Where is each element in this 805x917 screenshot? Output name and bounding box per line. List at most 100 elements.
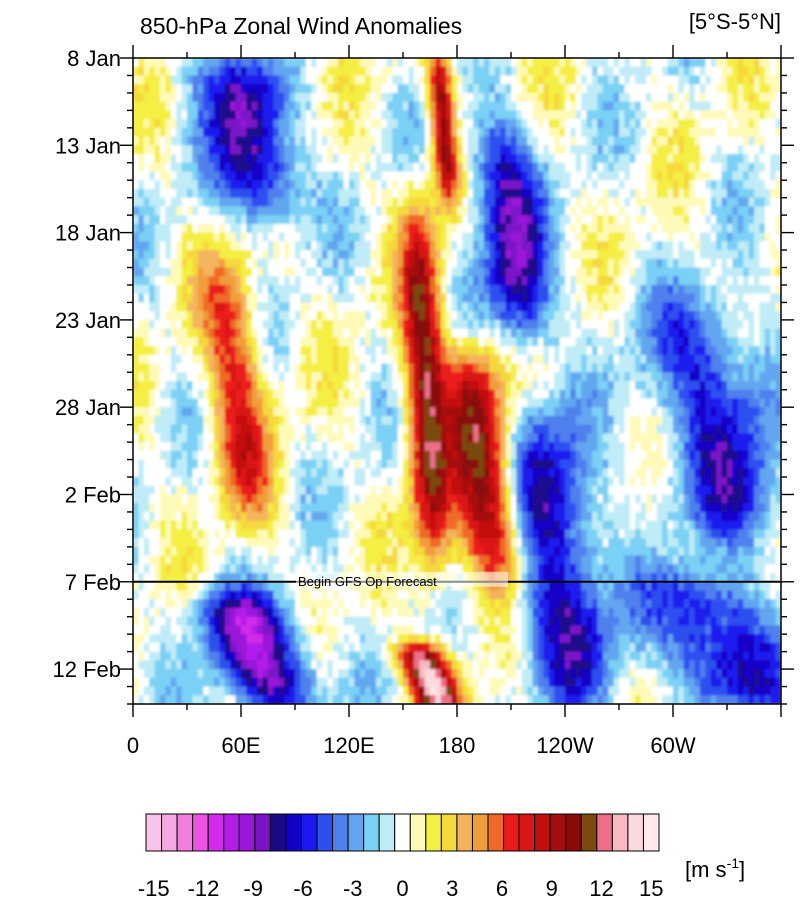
anomaly-cell bbox=[764, 232, 771, 242]
anomaly-cell bbox=[732, 381, 739, 391]
anomaly-cell bbox=[586, 354, 593, 365]
anomaly-cell bbox=[770, 171, 777, 181]
anomaly-cell bbox=[651, 346, 658, 356]
anomaly-cell bbox=[597, 232, 604, 242]
anomaly-cell bbox=[478, 267, 485, 277]
anomaly-cell bbox=[392, 75, 399, 85]
anomaly-cell bbox=[500, 311, 507, 321]
anomaly-cell bbox=[565, 154, 571, 164]
anomaly-cell bbox=[527, 180, 534, 190]
anomaly-cell bbox=[257, 66, 264, 77]
anomaly-cell bbox=[214, 136, 220, 146]
anomaly-cell bbox=[775, 75, 781, 85]
anomaly-cell bbox=[586, 276, 593, 286]
anomaly-cell bbox=[138, 84, 145, 94]
anomaly-cell bbox=[187, 154, 193, 164]
anomaly-cell bbox=[629, 381, 636, 391]
anomaly-cell bbox=[224, 337, 231, 347]
anomaly-cell bbox=[554, 188, 561, 199]
anomaly-cell bbox=[187, 162, 193, 173]
anomaly-cell bbox=[478, 381, 485, 391]
anomaly-cell bbox=[241, 337, 247, 347]
anomaly-cell bbox=[505, 171, 512, 181]
anomaly-cell bbox=[251, 180, 258, 190]
anomaly-cell bbox=[662, 58, 669, 68]
anomaly-cell bbox=[748, 92, 755, 103]
anomaly-cell bbox=[511, 267, 517, 277]
anomaly-cell bbox=[370, 276, 377, 286]
anomaly-cell bbox=[635, 127, 642, 138]
anomaly-cell bbox=[689, 110, 696, 120]
anomaly-cell bbox=[716, 119, 723, 129]
anomaly-cell bbox=[214, 328, 220, 338]
anomaly-cell bbox=[662, 389, 669, 400]
anomaly-cell bbox=[770, 284, 777, 295]
anomaly-cell bbox=[694, 127, 701, 138]
anomaly-cell bbox=[521, 372, 528, 382]
anomaly-cell bbox=[635, 180, 642, 190]
anomaly-cell bbox=[435, 215, 442, 225]
anomaly-cell bbox=[721, 84, 728, 94]
anomaly-cell bbox=[197, 276, 204, 286]
anomaly-cell bbox=[597, 145, 604, 155]
anomaly-cell bbox=[478, 241, 485, 251]
anomaly-cell bbox=[165, 75, 172, 85]
anomaly-cell bbox=[138, 337, 145, 347]
anomaly-cell bbox=[516, 215, 523, 225]
anomaly-cell bbox=[295, 381, 301, 391]
anomaly-cell bbox=[219, 197, 226, 208]
anomaly-cell bbox=[214, 293, 220, 304]
anomaly-cell bbox=[349, 127, 355, 138]
anomaly-cell bbox=[181, 354, 188, 365]
anomaly-cell bbox=[759, 110, 766, 120]
anomaly-cell bbox=[700, 302, 706, 312]
anomaly-cell bbox=[602, 337, 609, 347]
anomaly-cell bbox=[284, 319, 291, 330]
anomaly-cell bbox=[505, 284, 512, 295]
anomaly-cell bbox=[230, 188, 237, 199]
anomaly-cell bbox=[581, 223, 588, 234]
anomaly-cell bbox=[305, 319, 312, 330]
anomaly-cell bbox=[197, 415, 204, 426]
anomaly-cell bbox=[327, 119, 334, 129]
anomaly-cell bbox=[305, 241, 312, 251]
anomaly-cell bbox=[667, 197, 674, 208]
anomaly-cell bbox=[408, 232, 415, 242]
anomaly-cell bbox=[721, 180, 728, 190]
anomaly-cell bbox=[219, 363, 226, 373]
anomaly-cell bbox=[489, 127, 496, 138]
anomaly-cell bbox=[187, 206, 193, 216]
anomaly-cell bbox=[192, 180, 199, 190]
anomaly-cell bbox=[700, 241, 706, 251]
anomaly-cell bbox=[257, 215, 264, 225]
anomaly-cell bbox=[316, 302, 323, 312]
anomaly-cell bbox=[365, 398, 372, 408]
anomaly-cell bbox=[689, 162, 696, 173]
anomaly-cell bbox=[673, 311, 679, 321]
anomaly-cell bbox=[597, 354, 604, 365]
anomaly-cell bbox=[435, 398, 442, 408]
anomaly-cell bbox=[397, 101, 404, 111]
anomaly-cell bbox=[197, 145, 204, 155]
anomaly-cell bbox=[624, 180, 631, 190]
anomaly-cell bbox=[667, 407, 674, 417]
anomaly-cell bbox=[359, 206, 366, 216]
anomaly-cell bbox=[424, 398, 431, 408]
anomaly-cell bbox=[646, 101, 652, 111]
anomaly-cell bbox=[246, 92, 253, 103]
anomaly-cell bbox=[629, 110, 636, 120]
anomaly-cell bbox=[759, 311, 766, 321]
anomaly-cell bbox=[143, 284, 150, 295]
anomaly-cell bbox=[219, 92, 226, 103]
anomaly-cell bbox=[160, 154, 166, 164]
anomaly-cell bbox=[478, 319, 485, 330]
anomaly-cell bbox=[516, 241, 523, 251]
anomaly-cell bbox=[419, 162, 426, 173]
anomaly-cell bbox=[764, 101, 771, 111]
anomaly-cell bbox=[754, 101, 760, 111]
anomaly-cell bbox=[662, 407, 669, 417]
anomaly-cell bbox=[300, 311, 307, 321]
anomaly-cell bbox=[370, 267, 377, 277]
anomaly-cell bbox=[133, 319, 139, 330]
anomaly-cell bbox=[575, 75, 582, 85]
